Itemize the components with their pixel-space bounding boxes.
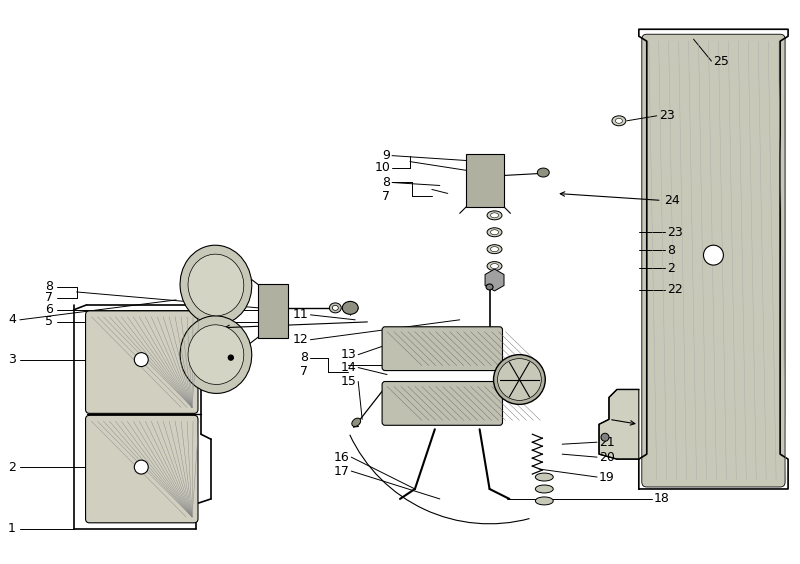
Text: 22: 22	[666, 284, 682, 297]
Ellipse shape	[535, 497, 554, 505]
Ellipse shape	[188, 325, 244, 385]
FancyBboxPatch shape	[382, 381, 502, 425]
FancyBboxPatch shape	[258, 284, 287, 338]
Text: 15: 15	[340, 375, 356, 388]
Ellipse shape	[352, 418, 361, 426]
Ellipse shape	[490, 246, 498, 252]
FancyBboxPatch shape	[86, 311, 198, 413]
Ellipse shape	[134, 352, 148, 367]
Ellipse shape	[487, 262, 502, 271]
Text: 4: 4	[8, 314, 16, 327]
Text: 24: 24	[664, 194, 679, 207]
Ellipse shape	[615, 118, 622, 124]
Ellipse shape	[612, 116, 626, 126]
Text: 8: 8	[666, 244, 674, 257]
Text: 12: 12	[293, 333, 309, 346]
FancyBboxPatch shape	[466, 153, 505, 208]
Ellipse shape	[490, 263, 498, 268]
FancyBboxPatch shape	[642, 34, 785, 487]
Ellipse shape	[487, 245, 502, 254]
Text: 2: 2	[666, 262, 674, 275]
Text: 6: 6	[45, 303, 53, 316]
Text: 16: 16	[334, 451, 350, 464]
Text: 17: 17	[334, 465, 350, 478]
Ellipse shape	[498, 359, 542, 400]
Ellipse shape	[487, 228, 502, 237]
Ellipse shape	[332, 305, 338, 310]
Ellipse shape	[538, 168, 550, 177]
Text: 14: 14	[341, 361, 356, 374]
Ellipse shape	[486, 284, 493, 290]
Text: 23: 23	[658, 109, 674, 122]
Ellipse shape	[228, 355, 234, 360]
Text: 8: 8	[45, 280, 53, 293]
Ellipse shape	[188, 254, 244, 316]
Text: 25: 25	[714, 55, 730, 68]
Text: 23: 23	[666, 226, 682, 239]
Text: 13: 13	[341, 348, 356, 361]
Text: 8: 8	[382, 176, 390, 189]
Ellipse shape	[490, 230, 498, 235]
Ellipse shape	[342, 301, 358, 314]
Ellipse shape	[487, 211, 502, 220]
Text: 7: 7	[382, 190, 390, 203]
FancyBboxPatch shape	[86, 415, 198, 523]
Text: 1: 1	[8, 522, 16, 535]
Text: 8: 8	[301, 351, 309, 364]
Text: 19: 19	[599, 470, 614, 483]
Text: 7: 7	[301, 365, 309, 378]
Ellipse shape	[494, 355, 546, 404]
Text: 2: 2	[8, 461, 16, 474]
Text: 21: 21	[599, 436, 614, 449]
Text: 20: 20	[599, 451, 615, 464]
Text: 10: 10	[374, 161, 390, 174]
Ellipse shape	[601, 433, 609, 441]
Ellipse shape	[180, 245, 252, 325]
Ellipse shape	[330, 303, 342, 313]
Text: 9: 9	[382, 149, 390, 162]
Text: 3: 3	[8, 353, 16, 366]
Ellipse shape	[490, 213, 498, 218]
Polygon shape	[599, 390, 639, 459]
Text: 7: 7	[45, 292, 53, 305]
Text: 11: 11	[293, 309, 309, 321]
Text: 18: 18	[654, 492, 670, 505]
Ellipse shape	[134, 460, 148, 474]
FancyBboxPatch shape	[382, 327, 502, 371]
Ellipse shape	[535, 485, 554, 493]
Ellipse shape	[703, 245, 723, 265]
Ellipse shape	[535, 473, 554, 481]
Text: 5: 5	[45, 315, 53, 328]
Ellipse shape	[180, 316, 252, 394]
